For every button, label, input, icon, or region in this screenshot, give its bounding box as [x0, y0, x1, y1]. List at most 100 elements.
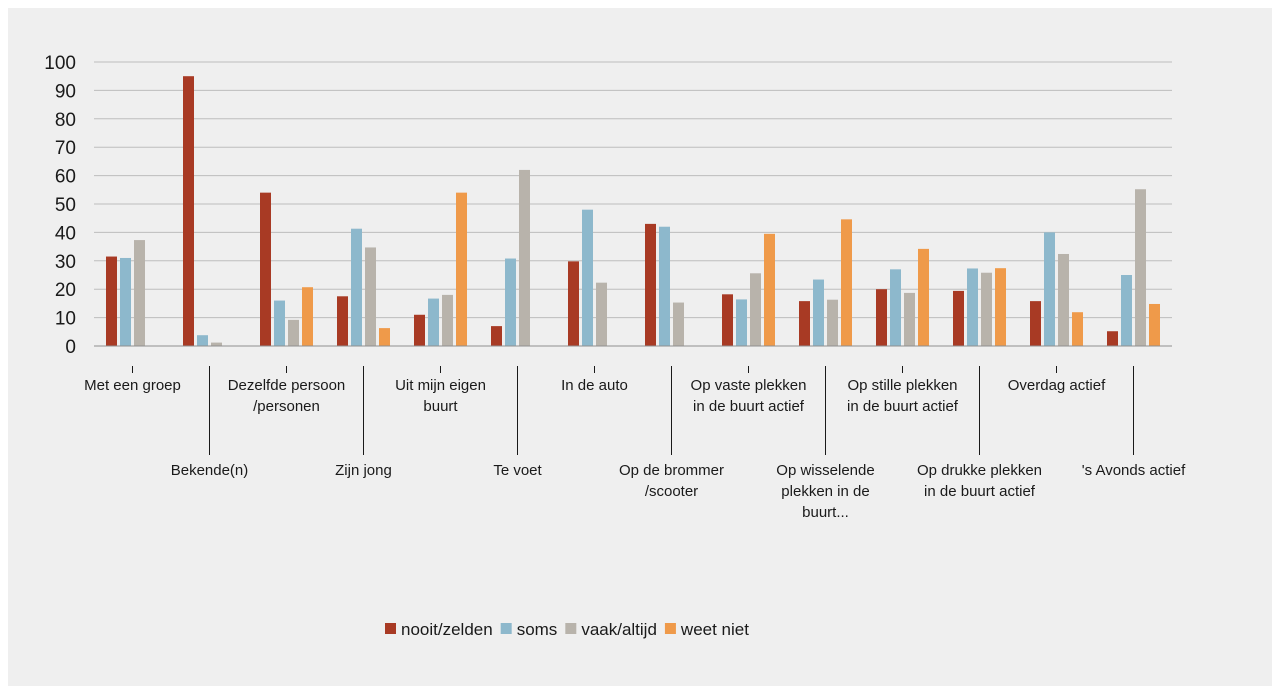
category-label: Bekende(n): [171, 462, 249, 479]
category-label-line: Dezelfde persoon: [228, 377, 346, 394]
y-tick-label: 30: [55, 252, 76, 273]
bar-vaak-altijd: [365, 247, 376, 346]
bar-weet-niet: [995, 268, 1006, 346]
category-label: 's Avonds actief: [1082, 462, 1186, 479]
bar-weet-niet: [456, 192, 467, 346]
bar-weet-niet: [302, 287, 313, 346]
category-label: Uit mijn eigen buurt: [395, 377, 486, 415]
bar-vaak-altijd: [519, 169, 530, 346]
legend-label: weet niet: [680, 620, 749, 639]
bar-nooit-zelden: [953, 290, 964, 346]
bar-soms: [428, 298, 439, 346]
category-label: Met een groep: [84, 377, 181, 394]
bar-soms: [967, 268, 978, 346]
category-label: Te voet: [493, 462, 542, 479]
legend-swatch: [664, 623, 676, 634]
bar-soms: [813, 279, 824, 346]
bar-vaak-altijd: [1058, 253, 1069, 346]
chart-panel: [8, 8, 1272, 686]
legend-swatch: [500, 623, 512, 634]
category-label-line: Bekende(n): [171, 462, 249, 479]
bar-nooit-zelden: [414, 314, 425, 346]
legend-label: nooit/zelden: [401, 620, 493, 639]
bar-vaak-altijd: [827, 299, 838, 346]
category-label-line: /personen: [253, 398, 320, 415]
category-label-line: Te voet: [493, 462, 542, 479]
bar-nooit-zelden: [1107, 331, 1118, 346]
bar-nooit-zelden: [645, 223, 656, 346]
category-label-line: plekken in de: [781, 483, 869, 500]
category-label-line: 's Avonds actief: [1082, 462, 1186, 479]
category-label-line: Op vaste plekken: [691, 377, 807, 394]
category-label-line: in de buurt actief: [693, 398, 805, 415]
y-tick-label: 40: [55, 223, 76, 244]
bar-vaak-altijd: [673, 302, 684, 346]
category-label: Dezelfde persoon/personen: [228, 377, 346, 415]
category-label-line: In de auto: [561, 377, 628, 394]
bar-weet-niet: [1149, 303, 1160, 346]
category-label: Op stille plekken in de buurt actief: [847, 377, 959, 415]
bar-soms: [582, 209, 593, 346]
category-label-line: Uit mijn eigen: [395, 377, 486, 394]
category-label-line: Op stille plekken: [847, 377, 957, 394]
bar-soms: [505, 258, 516, 346]
bar-nooit-zelden: [260, 192, 271, 346]
bar-nooit-zelden: [106, 256, 117, 346]
category-label-line: Met een groep: [84, 377, 181, 394]
category-label: Overdag actief: [1008, 377, 1106, 394]
category-label-line: Zijn jong: [335, 462, 392, 479]
bar-nooit-zelden: [1030, 301, 1041, 346]
y-tick-label: 90: [55, 81, 76, 102]
bar-soms: [1044, 232, 1055, 346]
y-tick-label: 50: [55, 195, 76, 216]
bar-nooit-zelden: [876, 289, 887, 346]
bar-vaak-altijd: [750, 273, 761, 346]
category-label-line: in de buurt actief: [847, 398, 959, 415]
bar-weet-niet: [918, 248, 929, 346]
y-tick-label: 80: [55, 110, 76, 131]
bar-soms: [659, 226, 670, 346]
bar-weet-niet: [841, 219, 852, 346]
category-label-line: Op drukke plekken: [917, 462, 1042, 479]
legend-label: vaak/altijd: [581, 620, 657, 639]
bar-nooit-zelden: [337, 296, 348, 346]
bar-vaak-altijd: [442, 294, 453, 346]
bar-vaak-altijd: [981, 272, 992, 346]
bar-weet-niet: [379, 328, 390, 346]
bar-soms: [197, 335, 208, 346]
category-label-line: Op de brommer: [619, 462, 724, 479]
category-label: Op wisselende plekken in de buurt...: [776, 462, 874, 521]
category-label: Op drukke plekken in de buurt actief: [917, 462, 1042, 500]
category-label-line: buurt...: [802, 504, 849, 521]
bar-soms: [1121, 275, 1132, 346]
bar-vaak-altijd: [904, 292, 915, 346]
legend-label: soms: [517, 620, 558, 639]
bar-vaak-altijd: [211, 342, 222, 346]
bar-vaak-altijd: [596, 282, 607, 346]
bar-weet-niet: [1072, 312, 1083, 346]
category-label-line: Overdag actief: [1008, 377, 1106, 394]
bar-nooit-zelden: [183, 76, 194, 346]
y-tick-label: 100: [44, 53, 76, 74]
y-tick-label: 10: [55, 309, 76, 330]
bar-nooit-zelden: [491, 326, 502, 346]
y-tick-label: 20: [55, 280, 76, 301]
bar-weet-niet: [764, 233, 775, 346]
legend-swatch: [385, 623, 396, 634]
category-label: Op vaste plekken in de buurt actief: [691, 377, 807, 415]
bar-soms: [120, 257, 131, 346]
bar-soms: [351, 228, 362, 346]
category-label: Zijn jong: [335, 462, 392, 479]
bar-soms: [890, 269, 901, 346]
category-label-line: buurt: [423, 398, 458, 415]
bar-soms: [736, 299, 747, 346]
bar-vaak-altijd: [288, 319, 299, 346]
category-label: Op de brommer/scooter: [619, 462, 724, 500]
legend-swatch: [565, 623, 577, 634]
y-tick-label: 60: [55, 167, 76, 188]
category-label-line: in de buurt actief: [924, 483, 1036, 500]
bar-soms: [274, 300, 285, 346]
bar-nooit-zelden: [722, 294, 733, 346]
y-tick-label: 0: [65, 337, 76, 358]
